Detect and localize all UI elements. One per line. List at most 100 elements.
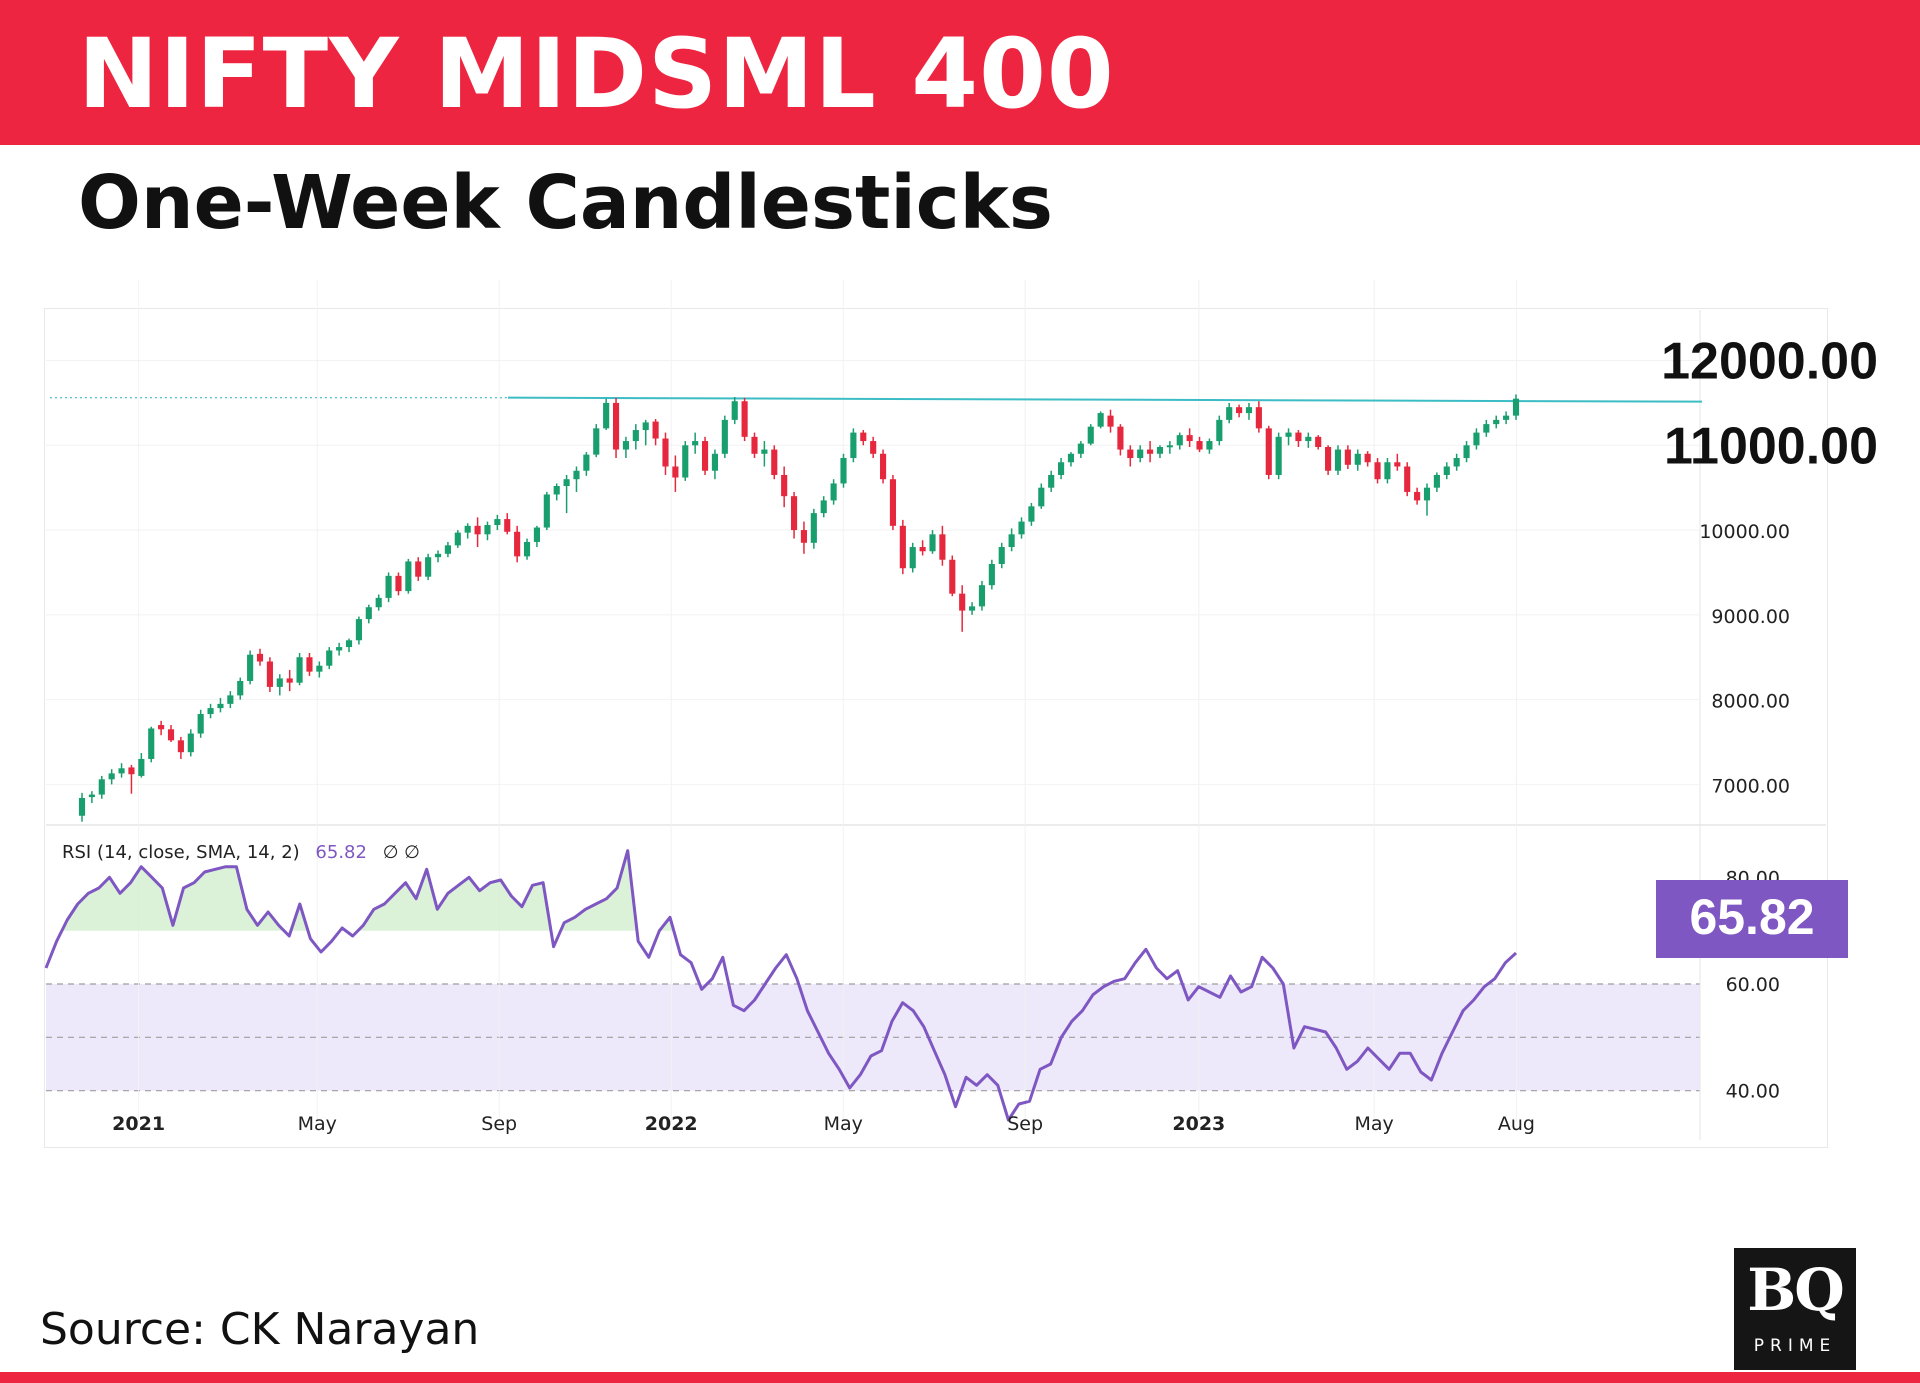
candle-body <box>187 733 194 753</box>
logo-sub-text: PRIME <box>1753 1336 1837 1356</box>
candle-body <box>1374 462 1381 480</box>
candle-body <box>870 441 877 454</box>
candle-body <box>1226 407 1233 420</box>
candle-body <box>543 494 550 528</box>
candle-body <box>642 422 649 431</box>
price-tick-label: 7000.00 <box>1711 775 1790 797</box>
candle-body <box>1265 428 1272 475</box>
rsi-legend-extra: ∅ ∅ <box>383 842 420 863</box>
candle-body <box>98 779 105 795</box>
candle-body <box>662 438 669 467</box>
candle-body <box>237 680 244 696</box>
candle-body <box>484 524 491 535</box>
candle-body <box>969 606 976 611</box>
candle-body <box>1285 432 1292 437</box>
candle-body <box>444 545 451 554</box>
candle-body <box>266 661 273 687</box>
time-tick-label: 2023 <box>1172 1113 1225 1135</box>
candle-body <box>1156 447 1164 454</box>
candle-body <box>1463 445 1470 459</box>
candle-body <box>1315 436 1322 448</box>
candle-body <box>1127 449 1134 459</box>
candle-body <box>939 534 946 560</box>
candle-body <box>434 553 442 558</box>
candle-body <box>523 541 531 557</box>
candle-body <box>217 703 224 709</box>
candle-body <box>464 525 471 533</box>
candle-body <box>1512 398 1520 416</box>
candle-body <box>1295 432 1302 442</box>
candle-body <box>652 421 659 439</box>
candle-body <box>909 547 916 569</box>
candle-body <box>256 653 264 662</box>
candle-body <box>1334 449 1342 471</box>
time-tick-label: 2022 <box>645 1113 698 1135</box>
candle-body <box>1077 443 1084 454</box>
candle-body <box>1087 426 1094 444</box>
candle-body <box>1196 441 1203 450</box>
candle-body <box>622 441 629 450</box>
candle-body <box>177 740 184 753</box>
candle-body <box>1483 424 1490 433</box>
price-tick-label: 10000.00 <box>1699 521 1790 543</box>
header-bar <box>0 0 1920 145</box>
candle-body <box>1493 419 1500 425</box>
candle-body <box>672 466 679 478</box>
candle-body <box>1245 407 1253 414</box>
time-tick-label: Sep <box>1007 1113 1043 1135</box>
bq-prime-logo: BQ PRIME <box>1734 1248 1856 1370</box>
candle-body <box>1067 453 1075 463</box>
resistance-line <box>507 396 1703 403</box>
candle-body <box>118 768 125 774</box>
candle-body <box>1503 415 1510 420</box>
candle-body <box>247 654 254 681</box>
source-note: Source: CK Narayan <box>40 1304 480 1355</box>
candle-body <box>355 619 362 641</box>
candle-body <box>1275 436 1282 475</box>
rsi-legend: RSI (14, close, SMA, 14, 2) 65.82 ∅ ∅ <box>62 842 420 863</box>
candle-body <box>1186 435 1193 442</box>
candle-body <box>998 547 1005 564</box>
candle-body <box>306 657 313 672</box>
chart-frame <box>44 308 1828 1148</box>
candle-body <box>929 534 936 552</box>
candle-body <box>751 436 758 454</box>
candle-body <box>108 773 115 780</box>
svg-text:RSI (14, close, SMA, 14, 2): RSI (14, close, SMA, 14, 2) 65.82 ∅ ∅ <box>62 842 420 863</box>
candle-body <box>879 453 887 480</box>
candle-body <box>583 454 590 471</box>
price-axis: 7000.00 8000.00 9000.00 10000.00 11000.00 120… <box>1661 333 1878 798</box>
candle-body <box>919 547 926 552</box>
candle-body <box>1028 506 1035 522</box>
candle-body <box>1107 415 1114 427</box>
candle-body <box>711 453 719 471</box>
time-tick-label: May <box>298 1113 337 1135</box>
candle-body <box>1236 407 1243 414</box>
candle-body <box>1216 419 1223 442</box>
price-tick-label-highlight: 12000.00 <box>1661 333 1878 391</box>
candle-body <box>820 500 827 514</box>
candle-body <box>593 428 600 455</box>
candle-body <box>1058 462 1065 475</box>
candle-body <box>721 419 728 454</box>
candle-body <box>1166 445 1173 448</box>
candle-body <box>860 432 867 442</box>
candle-body <box>533 527 540 542</box>
candle-body <box>88 794 95 798</box>
candle-body <box>612 402 620 450</box>
candle-body <box>949 559 956 594</box>
candle-body <box>1433 474 1440 488</box>
candle-body <box>682 445 689 478</box>
candle-body <box>1038 487 1045 507</box>
candle-body <box>553 485 560 495</box>
candle-body <box>207 708 214 715</box>
rsi-legend-value: 65.82 <box>315 842 367 863</box>
candle-body <box>425 557 432 577</box>
candle-body <box>1414 491 1421 501</box>
candle-body <box>988 563 995 586</box>
candle-body <box>138 758 145 776</box>
candle-body <box>1176 435 1183 446</box>
candle-body <box>276 678 283 687</box>
candle-body <box>385 575 392 598</box>
candle-body <box>286 678 293 683</box>
